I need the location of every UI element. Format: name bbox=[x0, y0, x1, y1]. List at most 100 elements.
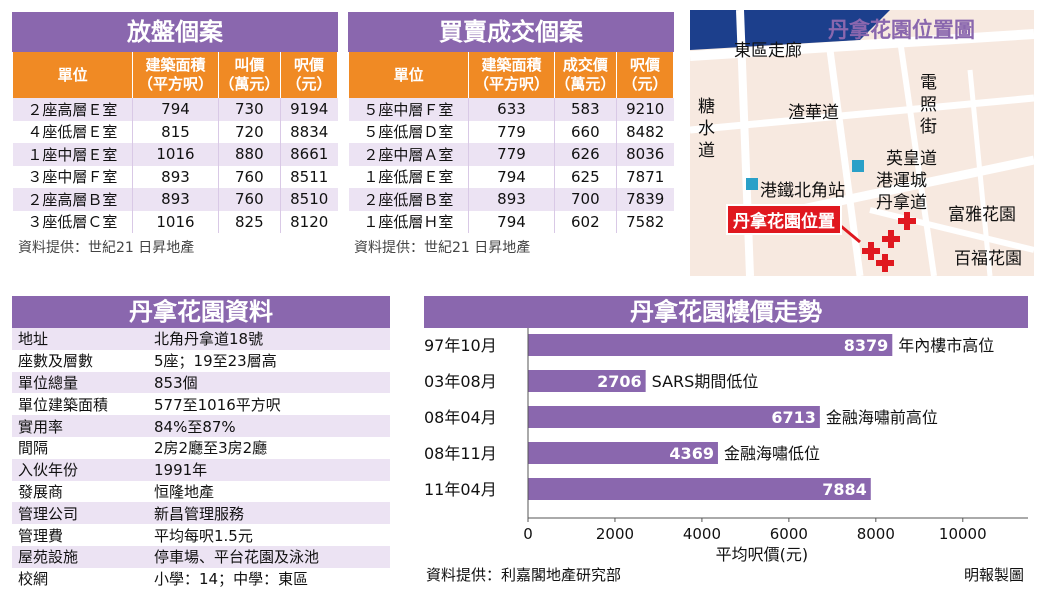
x-tick-label: 2000 bbox=[596, 525, 634, 543]
x-tick-label: 0 bbox=[523, 525, 533, 543]
bar-annotation: 金融海嘯前高位 bbox=[826, 408, 938, 427]
table-cell: ５座中層Ｆ室 bbox=[348, 98, 470, 121]
info-value: 新昌管理服務 bbox=[148, 502, 390, 525]
bar-annotation: 年內樓市高位 bbox=[898, 336, 994, 355]
table-cell: ３座低層Ｃ室 bbox=[12, 210, 134, 233]
station-marker-right bbox=[852, 160, 864, 172]
table-cell: ３座中層Ｆ室 bbox=[12, 165, 134, 188]
column-header: 呎價 （元） bbox=[615, 52, 675, 98]
info-row: 校網 小學：14；中學：東區 bbox=[12, 568, 390, 590]
info-row: 單位建築面積 577至1016平方呎 bbox=[12, 393, 390, 415]
bar bbox=[528, 334, 893, 356]
table-cell: 8834 bbox=[280, 120, 338, 143]
info-row: 管理費 平均每呎1.5元 bbox=[12, 524, 390, 546]
info-key: 入伙年份 bbox=[12, 458, 148, 481]
bar bbox=[528, 478, 871, 500]
transactions-source: 資料提供：世紀21 日昇地產 bbox=[354, 240, 531, 256]
table-row: ２座低層Ｂ室 893 700 7839 bbox=[348, 188, 674, 211]
info-key: 地址 bbox=[12, 328, 148, 350]
chart-title: 丹拿花園樓價走勢 bbox=[424, 296, 1028, 328]
table-cell: ４座低層Ｅ室 bbox=[12, 120, 134, 143]
listings-panel: 放盤個案 單位 建築面積 （平方呎） 叫價 （萬元） 呎價 （元） ２座高層Ｅ室 794… bbox=[11, 12, 339, 257]
info-value: 平均每呎1.5元 bbox=[154, 526, 253, 545]
table-row: １座低層Ｈ室 794 602 7582 bbox=[348, 210, 674, 233]
info-row: 管理公司 新昌管理服務 bbox=[12, 502, 390, 525]
table-row: ２座高層Ｂ室 893 760 8510 bbox=[12, 188, 338, 211]
info-key: 管理公司 bbox=[12, 502, 148, 525]
table-cell: 9210 bbox=[616, 98, 674, 121]
table-cell: １座中層Ｅ室 bbox=[12, 143, 134, 166]
category-label: 03年08月 bbox=[424, 372, 497, 391]
map-label-java: 渣華道 bbox=[788, 103, 839, 123]
table-row: １座低層Ｅ室 794 625 7871 bbox=[348, 165, 674, 188]
table-cell: 720 bbox=[218, 120, 281, 143]
table-cell: 825 bbox=[218, 210, 281, 233]
bar-value-label: 7884 bbox=[822, 480, 867, 499]
bar bbox=[528, 442, 718, 464]
table-cell: 815 bbox=[132, 120, 219, 143]
table-row: ５座中層Ｆ室 633 583 9210 bbox=[348, 98, 674, 121]
bar bbox=[528, 370, 646, 392]
category-label: 08年04月 bbox=[424, 408, 497, 427]
category-label: 97年10月 bbox=[424, 336, 497, 355]
info-value: 853個 bbox=[148, 371, 390, 394]
station-marker-left bbox=[746, 178, 758, 190]
map-roads bbox=[690, 10, 1034, 276]
bar-value-label: 4369 bbox=[669, 444, 714, 463]
x-tick-label: 10000 bbox=[939, 525, 987, 543]
table-cell: 1016 bbox=[132, 210, 219, 233]
info-row: 座數及層數 5座；19至23層高 bbox=[12, 350, 390, 372]
table-row: ２座高層Ｅ室 794 730 9194 bbox=[12, 98, 338, 121]
table-cell: ２座低層Ｂ室 bbox=[348, 188, 470, 211]
info-value: 5座；19至23層高 bbox=[154, 352, 277, 371]
table-cell: 700 bbox=[554, 188, 617, 211]
bar bbox=[528, 406, 820, 428]
listings-title: 放盤個案 bbox=[12, 12, 338, 52]
info-row: 實用率 84%至87% bbox=[12, 415, 390, 437]
info-row: 入伙年份 1991年 bbox=[12, 458, 390, 481]
info-key: 單位建築面積 bbox=[18, 395, 109, 414]
table-row: ５座低層Ｄ室 779 660 8482 bbox=[348, 120, 674, 143]
table-cell: 583 bbox=[554, 98, 617, 121]
table-cell: 7871 bbox=[616, 165, 674, 188]
table-cell: 9194 bbox=[280, 98, 338, 121]
info-row: 地址 北角丹拿道18號 bbox=[12, 328, 390, 350]
category-label: 08年11月 bbox=[424, 444, 497, 463]
column-header: 單位 bbox=[347, 52, 470, 98]
bar-annotation: 金融海嘯低位 bbox=[724, 444, 820, 463]
info-value: 1991年 bbox=[148, 458, 390, 481]
column-header: 叫價 （萬元） bbox=[217, 52, 281, 98]
transactions-title: 買賣成交個案 bbox=[348, 12, 674, 52]
table-cell: 794 bbox=[132, 98, 219, 121]
table-cell: 7582 bbox=[616, 210, 674, 233]
column-header: 成交價 （萬元） bbox=[553, 52, 617, 98]
table-cell: 794 bbox=[468, 165, 555, 188]
map-label-tong-shui: 糖 水 道 bbox=[698, 97, 715, 161]
table-cell: ２座中層Ａ室 bbox=[348, 143, 470, 166]
table-cell: １座低層Ｈ室 bbox=[348, 210, 470, 233]
info-row: 屋苑設施 停車場、平台花園及泳池 bbox=[12, 545, 390, 568]
x-tick-label: 4000 bbox=[683, 525, 721, 543]
map-label-electric: 電 照 街 bbox=[920, 73, 937, 137]
table-cell: 1016 bbox=[132, 143, 219, 166]
info-value: 停車場、平台花園及泳池 bbox=[148, 545, 390, 568]
table-cell: 8482 bbox=[616, 120, 674, 143]
column-header: 建築面積 （平方呎） bbox=[468, 52, 555, 98]
bar-value-label: 8379 bbox=[844, 336, 889, 355]
listings-table: 單位 建築面積 （平方呎） 叫價 （萬元） 呎價 （元） ２座高層Ｅ室 794 730 91… bbox=[11, 52, 339, 233]
table-row: ４座低層Ｅ室 815 720 8834 bbox=[12, 120, 338, 143]
info-row: 單位總量 853個 bbox=[12, 371, 390, 394]
info-value: 小學：14；中學：東區 bbox=[154, 570, 309, 589]
table-cell: ５座低層Ｄ室 bbox=[348, 120, 470, 143]
info-value: 577至1016平方呎 bbox=[154, 395, 281, 414]
column-header: 單位 bbox=[11, 52, 134, 98]
table-row: １座中層Ｅ室 1016 880 8661 bbox=[12, 143, 338, 166]
column-header: 呎價 （元） bbox=[279, 52, 339, 98]
chart-source: 資料提供：利嘉閣地產研究部 bbox=[426, 566, 622, 584]
info-value: 2房2廳至3房2廳 bbox=[154, 439, 268, 458]
table-cell: 893 bbox=[132, 188, 219, 211]
table-cell: 794 bbox=[468, 210, 555, 233]
chart-credit: 明報製圖 bbox=[963, 566, 1024, 584]
table-cell: 633 bbox=[468, 98, 555, 121]
map-label-fu-nga: 富雅花園 bbox=[948, 205, 1016, 225]
